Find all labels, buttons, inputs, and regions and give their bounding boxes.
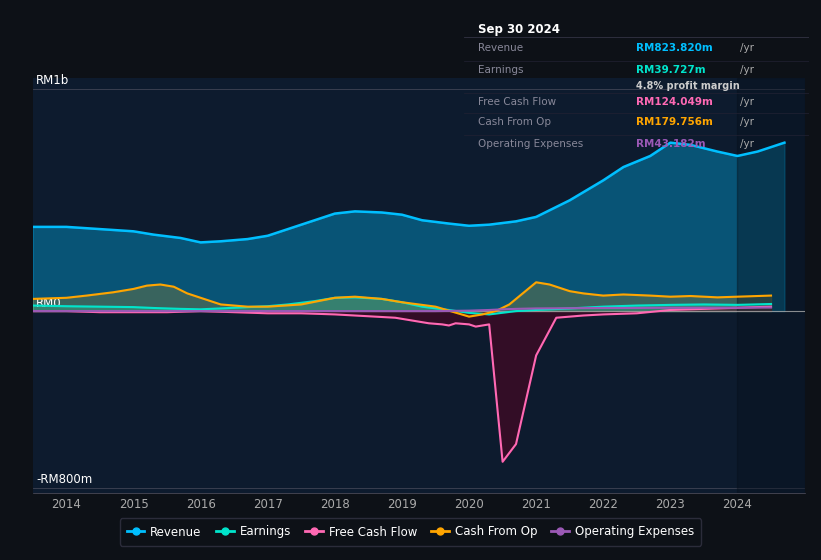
Text: RM124.049m: RM124.049m — [636, 97, 713, 107]
Text: RM823.820m: RM823.820m — [636, 43, 713, 53]
Text: Sep 30 2024: Sep 30 2024 — [478, 23, 560, 36]
Text: /yr: /yr — [740, 139, 754, 150]
Text: Operating Expenses: Operating Expenses — [478, 139, 583, 150]
Text: RM1b: RM1b — [36, 74, 70, 87]
Text: RM179.756m: RM179.756m — [636, 118, 713, 128]
Text: /yr: /yr — [740, 43, 754, 53]
Text: RM39.727m: RM39.727m — [636, 65, 706, 75]
Bar — [737, 78, 805, 493]
Text: RM43.182m: RM43.182m — [636, 139, 706, 150]
Text: Revenue: Revenue — [478, 43, 523, 53]
Text: /yr: /yr — [740, 65, 754, 75]
Legend: Revenue, Earnings, Free Cash Flow, Cash From Op, Operating Expenses: Revenue, Earnings, Free Cash Flow, Cash … — [120, 519, 701, 545]
Text: 4.8% profit margin: 4.8% profit margin — [636, 81, 740, 91]
Text: RM0: RM0 — [36, 297, 62, 310]
Text: Cash From Op: Cash From Op — [478, 118, 551, 128]
Text: /yr: /yr — [740, 118, 754, 128]
Text: Free Cash Flow: Free Cash Flow — [478, 97, 556, 107]
Text: -RM800m: -RM800m — [36, 473, 93, 486]
Text: /yr: /yr — [740, 97, 754, 107]
Text: Earnings: Earnings — [478, 65, 523, 75]
